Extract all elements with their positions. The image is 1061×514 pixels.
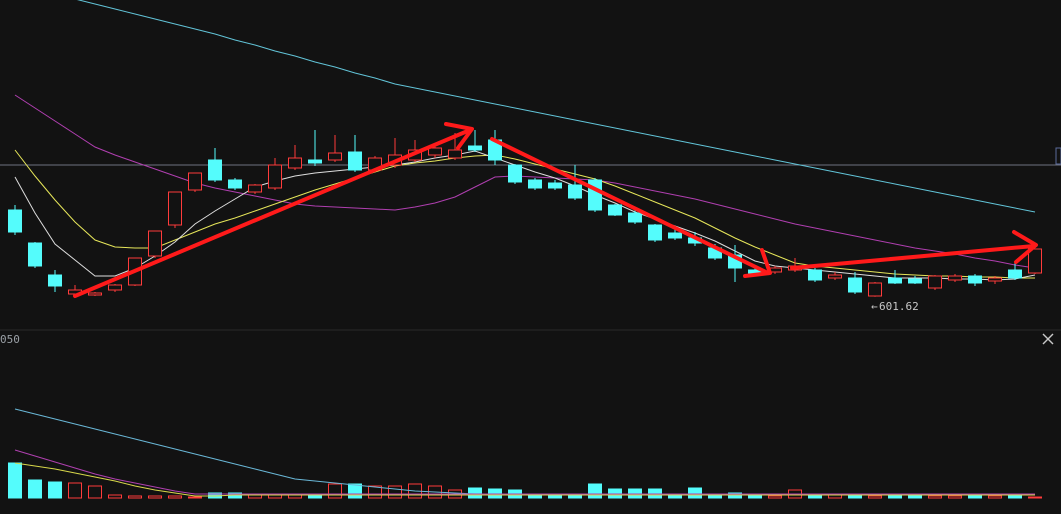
volume-bar	[1008, 495, 1022, 499]
volume-bar	[188, 496, 202, 499]
candle-body	[428, 147, 442, 156]
candle-body	[528, 179, 542, 189]
candle-body	[928, 275, 942, 289]
volume-bar	[928, 495, 942, 499]
candle-body	[268, 164, 282, 189]
candle-body	[348, 151, 362, 171]
close-button[interactable]	[1042, 333, 1054, 345]
candle-body	[548, 182, 562, 189]
candle-body	[648, 224, 662, 241]
candle-body	[968, 275, 982, 284]
price-panel	[0, 0, 1061, 297]
volume-bar	[88, 485, 102, 499]
candle-body	[108, 284, 122, 291]
candle-body	[28, 242, 42, 267]
volume-bar	[8, 462, 22, 499]
candle-body	[608, 204, 622, 216]
volume-bar	[328, 483, 342, 499]
candle-body	[988, 277, 1002, 282]
candle-body	[468, 145, 482, 151]
price-tag	[1055, 147, 1061, 165]
volume-panel	[8, 408, 1042, 499]
low-price-label: 601.62	[879, 300, 919, 313]
candle-body	[628, 212, 642, 223]
candle-body	[508, 164, 522, 183]
volume-bar	[868, 495, 882, 499]
candle-body	[48, 274, 62, 287]
volume-bar	[128, 495, 142, 499]
candle-body	[168, 191, 182, 226]
candle-body	[828, 274, 842, 279]
candle-body	[808, 269, 822, 281]
candle-body	[288, 157, 302, 169]
volume-bar	[688, 487, 702, 499]
candle-body	[868, 282, 882, 297]
volume-bar	[28, 479, 42, 499]
candle-body	[248, 184, 262, 193]
volume-bar	[988, 495, 1002, 499]
candle-body	[308, 159, 322, 164]
moving-average-line	[76, 0, 1036, 213]
candle-body	[188, 172, 202, 191]
candle-body	[908, 278, 922, 284]
candle-body	[668, 232, 682, 239]
volume-bar	[48, 481, 62, 499]
candle-body	[208, 159, 222, 181]
trend-arrows	[73, 122, 1038, 298]
low-arrow: ←	[871, 300, 878, 313]
volume-bar	[108, 494, 122, 499]
volume-label: 050	[0, 333, 20, 346]
moving-average-line	[14, 449, 1035, 495]
moving-average-line	[14, 150, 1036, 281]
volume-bar	[1028, 496, 1042, 499]
candle-body	[8, 209, 22, 233]
volume-bar	[168, 495, 182, 499]
candle-body	[448, 149, 462, 159]
moving-average-line	[14, 149, 1035, 279]
candle-body	[228, 179, 242, 189]
candle-body	[888, 277, 902, 284]
candle-body	[948, 275, 962, 281]
candle-body	[1028, 248, 1042, 274]
volume-bar	[148, 495, 162, 499]
candle-body	[1008, 269, 1022, 279]
candle-body	[588, 179, 602, 211]
candle-body	[568, 184, 582, 199]
volume-bar	[908, 495, 922, 499]
volume-bar	[768, 495, 782, 499]
moving-average-line	[14, 94, 1036, 269]
candle-body	[848, 277, 862, 293]
volume-bar	[588, 483, 602, 499]
volume-bar	[948, 495, 962, 499]
candle-body	[88, 292, 102, 296]
volume-bar	[388, 485, 402, 499]
volume-bar	[848, 495, 862, 499]
volume-bar	[68, 482, 82, 499]
volume-bar	[348, 483, 362, 499]
moving-average-line	[14, 462, 1035, 497]
candle-body	[148, 230, 162, 257]
volume-bar	[468, 487, 482, 499]
candle-body	[328, 152, 342, 161]
